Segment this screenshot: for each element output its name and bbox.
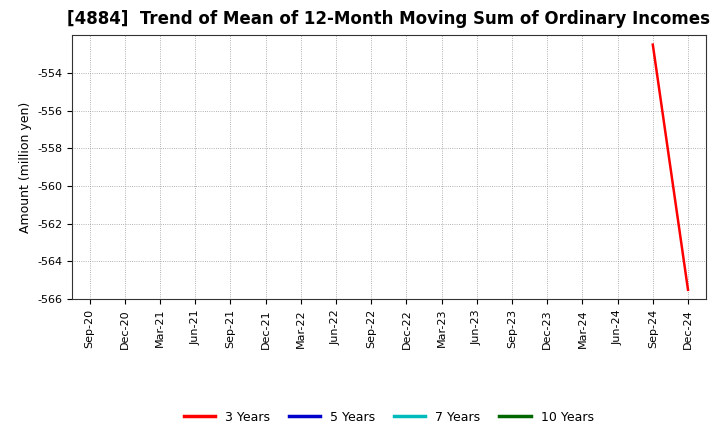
Legend: 3 Years, 5 Years, 7 Years, 10 Years: 3 Years, 5 Years, 7 Years, 10 Years xyxy=(179,406,598,429)
Title: [4884]  Trend of Mean of 12-Month Moving Sum of Ordinary Incomes: [4884] Trend of Mean of 12-Month Moving … xyxy=(67,10,711,28)
Y-axis label: Amount (million yen): Amount (million yen) xyxy=(19,102,32,233)
